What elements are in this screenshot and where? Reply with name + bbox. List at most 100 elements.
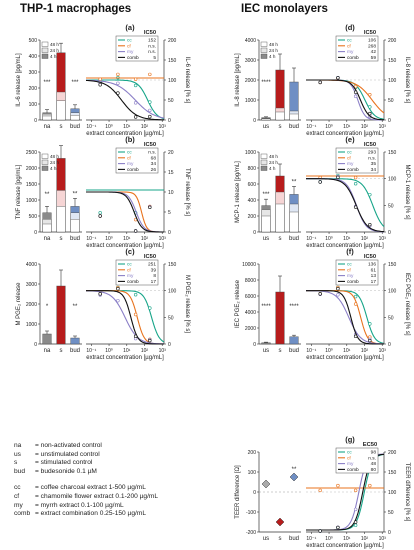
bar-segment-48h [275, 111, 285, 121]
dose-response-curve-my [86, 290, 165, 345]
legend-text: = budesonide 0.1 µM [35, 467, 97, 475]
bar-segment-48h [56, 100, 66, 121]
bar-y-axis-label: M PGE₂ release [16, 282, 22, 326]
bar-y-tick-label: 800 [248, 166, 257, 172]
line-y2-tick-label: 100 [168, 78, 177, 84]
time-legend-label: 24 h [269, 160, 278, 165]
line-y2-tick-label: 150 [388, 150, 397, 156]
ic50-series-label: comb [347, 55, 359, 61]
ic50-series-label: comb [347, 167, 359, 173]
bar-category-label: s [60, 236, 63, 242]
dose-response-point-cf [336, 483, 340, 488]
dose-response-curve-cf [306, 79, 385, 114]
line-y2-tick-label: 100 [388, 289, 397, 295]
legend-key: my [14, 501, 23, 509]
line-x-tick-label: 10⁻¹ [86, 124, 96, 130]
bar-y-tick-label: 2000 [26, 166, 37, 172]
bar-y-axis-label: IL-6 release [pg/mL] [16, 53, 22, 107]
dose-response-point-cf [318, 488, 322, 493]
line-y2-tick-label: 50 [388, 510, 394, 516]
ic50-value: 61 [371, 267, 377, 273]
bar-category-label: bud [289, 124, 299, 130]
dose-response-curve-my [85, 79, 165, 119]
bar-y-tick-label: -200 [246, 530, 256, 536]
bar-category-label: bud [289, 536, 299, 542]
line-x-tick-label: 10¹ [123, 348, 131, 354]
ic50-value: n.s. [368, 156, 376, 161]
legend-row: my = myrrh extract 0.1-100 µg/mL [14, 502, 234, 511]
dose-response-point-cc [368, 322, 372, 326]
dose-response-point-comb [336, 76, 340, 80]
dose-response-point-comb [98, 214, 102, 218]
line-y2-tick-label: 150 [168, 58, 177, 64]
dose-response-point-cc [148, 100, 152, 104]
bar-y-tick-label: 2000 [245, 326, 256, 332]
dose-response-point-my [353, 507, 358, 512]
ic50-value: 68 [151, 155, 157, 161]
line-x-tick-label: 10³ [159, 348, 167, 354]
data-point [289, 472, 299, 482]
dose-response-point-cc [148, 306, 152, 310]
ic50-title: IC50 [364, 30, 376, 36]
ic50-series-label: comb [347, 467, 359, 473]
line-x-tick-label: 10⁰ [325, 536, 333, 542]
bar-y-axis-label: MCP-1 release [pg/mL] [235, 161, 241, 223]
bar-category-label: s [279, 236, 282, 242]
ic50-value: 17 [151, 279, 157, 285]
dose-response-point-comb [116, 91, 120, 95]
panel-f: (f) 0 2000 4000 6000 8000 10000 IEC PGE₂ releas… [235, 247, 410, 361]
dose-response-point-comb [318, 292, 322, 296]
line-x-tick-label: 10³ [379, 536, 387, 542]
bar-category-label: bud [289, 236, 299, 242]
line-y2-tick-label: 150 [388, 262, 397, 268]
line-x-tick-label: 10² [141, 348, 149, 354]
dose-response-point-comb [353, 90, 358, 94]
line-x-axis-label: extract concentration [µg/mL] [306, 131, 384, 137]
bar-segment-48h [70, 218, 80, 233]
ic50-series-label: comb [347, 279, 359, 285]
line-x-tick-label: 10³ [379, 348, 387, 354]
bar-y-tick-label: 100 [29, 102, 38, 108]
bar-category-label: us [263, 536, 269, 542]
significance-stars: ** [73, 304, 78, 310]
significance-stars: **** [261, 80, 271, 86]
bar-y-tick-label: -100 [246, 510, 256, 516]
bar-y-tick-label: 0 [253, 490, 256, 496]
panel-label: (a) [125, 23, 135, 32]
dose-response-point-comb [133, 334, 138, 339]
time-legend-label: 24 h [50, 160, 59, 165]
ic50-value: 59 [371, 55, 377, 61]
dose-response-point-comb [148, 205, 152, 210]
dose-response-point-cc [353, 294, 358, 299]
panel-label: (b) [125, 135, 135, 144]
legend-row: cc = coffee charcoal extract 1-500 µg/mL [14, 484, 234, 493]
time-legend-label: 4 h [269, 166, 276, 171]
line-x-tick-label: 10² [361, 236, 369, 242]
bar-category-label: bud [289, 348, 299, 354]
ic50-series-label: comb [127, 167, 139, 173]
ic50-series-label: my [347, 50, 354, 55]
ic50-table [335, 447, 379, 474]
bar-y-tick-label: 0 [253, 342, 256, 348]
line-y2-tick-label: 5 [168, 210, 171, 216]
legend-key: us [14, 450, 21, 458]
bar-category-label: na [44, 236, 51, 242]
legend-key: cc [14, 484, 21, 492]
ic50-series-label: cf [347, 43, 351, 49]
dose-response-point-my [353, 94, 358, 99]
bar-y-tick-label: 0 [34, 230, 37, 236]
legend-row: s = stimulated control [14, 459, 234, 468]
ic50-series-label: cc [347, 263, 352, 268]
line-y2-tick-label: 0 [168, 118, 171, 124]
bar-y-tick-label: 200 [29, 86, 38, 92]
time-legend-swatch [260, 159, 268, 165]
bar [275, 291, 285, 345]
panel-label: (f) [346, 247, 354, 256]
line-y2-tick-label: 50 [388, 315, 394, 321]
line-x-tick-label: 10¹ [123, 236, 131, 242]
ic50-series-label: my [347, 274, 354, 279]
time-legend-swatch [260, 53, 268, 59]
ic50-value: 34 [151, 161, 157, 167]
ic50-value: 42 [371, 49, 377, 55]
